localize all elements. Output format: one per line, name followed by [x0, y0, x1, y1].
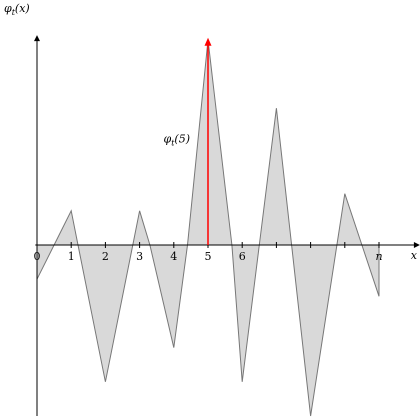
x-axis-label: x	[411, 249, 418, 262]
x-tick-label: 3	[136, 250, 143, 263]
area-segment	[54, 211, 78, 245]
area-segment	[232, 245, 259, 382]
x-tick-label: 1	[68, 250, 75, 263]
x-tick-label: 6	[239, 250, 246, 263]
y-axis-label: φt(x)	[4, 2, 30, 17]
area-segment	[337, 194, 362, 245]
x-tick-label: 5	[205, 250, 212, 263]
x-tick-label: 4	[170, 250, 177, 263]
x-tick-label: 2	[102, 250, 109, 263]
area-segment	[259, 108, 291, 245]
annotation-label: φt(5)	[163, 132, 190, 147]
x-tick-label: n	[375, 250, 382, 263]
area-segment	[133, 211, 150, 245]
y-axis-arrowhead	[34, 35, 40, 41]
annotation-arrowhead	[205, 38, 212, 46]
x-axis-arrowhead	[414, 242, 420, 248]
area-segment	[292, 245, 337, 416]
area-segment	[150, 245, 188, 348]
area-segment	[188, 40, 232, 245]
area-segment	[78, 245, 133, 382]
x-tick-label: 0	[34, 250, 41, 263]
